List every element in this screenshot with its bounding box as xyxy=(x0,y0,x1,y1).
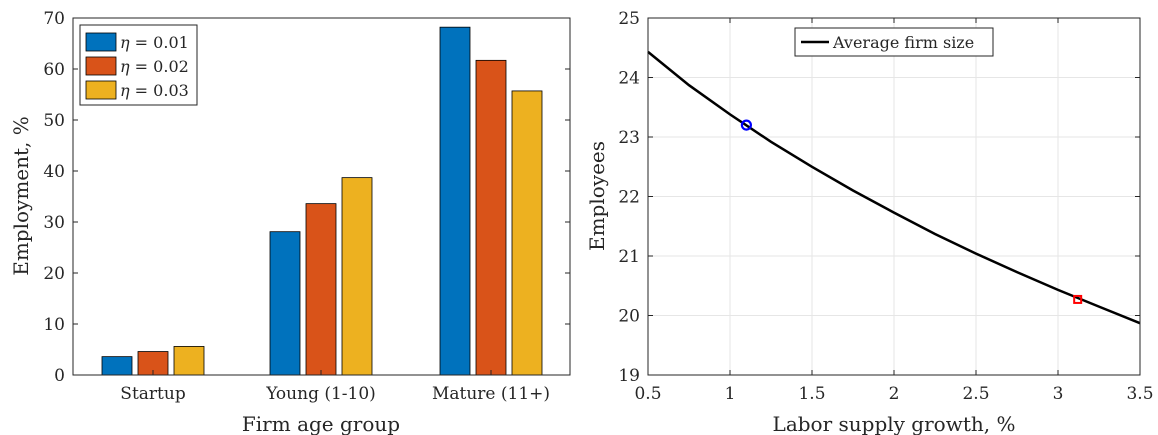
right-x-tick-label: 1 xyxy=(725,384,736,404)
right-legend-label: Average firm size xyxy=(832,33,974,52)
right-legend: Average firm size xyxy=(794,27,994,57)
right-x-tick-label: 0.5 xyxy=(634,384,661,404)
right-grid xyxy=(647,17,1141,376)
left-x-axis-label: Firm age group xyxy=(242,412,400,435)
left-y-tick-label: 50 xyxy=(43,111,65,131)
left-y-tick-label: 60 xyxy=(43,60,65,80)
bar-2-series-2 xyxy=(305,203,337,376)
line-series-1 xyxy=(647,50,1141,325)
left-y-axis-label: Employment, % xyxy=(9,116,33,276)
left-y-tick-label: 20 xyxy=(43,264,65,284)
bar-3-series-3 xyxy=(511,90,543,376)
legend-swatch-1 xyxy=(85,32,117,52)
right-x-tick-label: 2 xyxy=(889,384,900,404)
left-y-ticks: 0 10 20 30 40 50 60 70 xyxy=(43,9,570,386)
left-y-tick-label: 30 xyxy=(43,213,65,233)
right-x-axis-label: Labor supply growth, % xyxy=(773,412,1016,435)
right-y-tick-label: 24 xyxy=(618,69,640,89)
legend-swatch-2 xyxy=(85,56,117,76)
bar-1-series-3 xyxy=(173,346,205,376)
right-x-tick-label: 1.5 xyxy=(798,384,825,404)
right-y-ticks: 19 20 21 22 23 24 25 xyxy=(618,9,1140,386)
right-y-tick-label: 23 xyxy=(618,128,640,148)
bar-1-series-1 xyxy=(101,356,133,376)
legend-label-3: η = 0.03 xyxy=(120,81,189,100)
bar-2-series-3 xyxy=(341,177,373,376)
left-x-tick-label: Young (1-10) xyxy=(265,384,376,404)
right-series xyxy=(647,50,1141,325)
left-x-tick-label: Mature (11+) xyxy=(432,384,550,404)
right-x-tick-label: 3.5 xyxy=(1126,384,1153,404)
left-legend: η = 0.01 η = 0.02 η = 0.03 xyxy=(79,24,198,106)
marker-circle xyxy=(740,119,753,131)
bar-3-series-2 xyxy=(475,59,507,376)
right-y-axis-label: Employees xyxy=(585,141,609,251)
right-y-tick-label: 25 xyxy=(618,9,640,29)
left-y-tick-label: 0 xyxy=(54,366,65,386)
left-y-tick-label: 10 xyxy=(43,315,65,335)
right-x-tick-label: 3 xyxy=(1053,384,1064,404)
right-y-tick-label: 20 xyxy=(618,307,640,327)
left-chart: 0 10 20 30 40 50 60 70 Startup Young (1-10) Matur… xyxy=(9,9,571,435)
left-y-tick-label: 70 xyxy=(43,9,65,29)
right-x-tick-label: 2.5 xyxy=(962,384,989,404)
right-y-tick-label: 21 xyxy=(618,247,640,267)
right-markers xyxy=(740,119,1083,304)
legend-label-1: η = 0.01 xyxy=(120,33,189,52)
right-y-tick-label: 19 xyxy=(618,366,640,386)
legend-swatch-3 xyxy=(85,80,117,100)
left-y-tick-label: 40 xyxy=(43,162,65,182)
left-bars xyxy=(101,26,543,376)
right-y-tick-label: 22 xyxy=(618,188,640,208)
bar-3-series-1 xyxy=(439,26,471,376)
marker-square xyxy=(1073,294,1083,304)
bar-2-series-1 xyxy=(269,231,301,376)
left-x-ticks: Startup Young (1-10) Mature (11+) xyxy=(120,370,550,404)
legend-label-2: η = 0.02 xyxy=(120,57,189,76)
right-chart: 19 20 21 22 23 24 25 0.5 1 1.5 2 2.5 3 3.5 Employees… xyxy=(585,9,1154,435)
left-x-tick-label: Startup xyxy=(120,384,186,404)
right-x-ticks: 0.5 1 1.5 2 2.5 3 3.5 xyxy=(634,18,1154,404)
